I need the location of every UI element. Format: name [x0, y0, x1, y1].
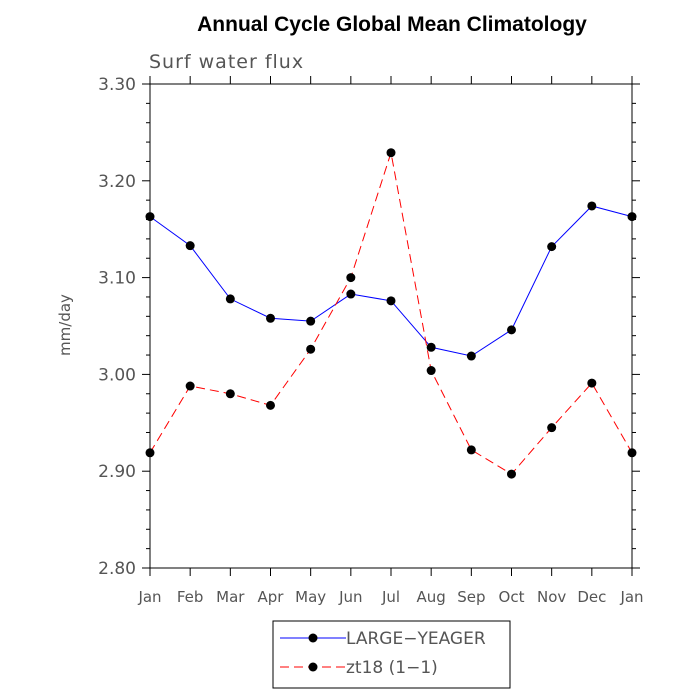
series-0-point — [306, 316, 316, 326]
legend-marker — [308, 662, 318, 672]
series-1-point — [145, 448, 155, 458]
series-0-point — [627, 212, 637, 222]
series-1-point — [386, 148, 396, 158]
x-tick-label: Feb — [177, 588, 204, 606]
chart-subtitle: Surf water flux — [149, 51, 304, 73]
plot-area: 2.80 2.90 3.00 3.10 3.20 3.30 Jan Feb Mar Apr May J… — [98, 75, 643, 606]
series-0-point — [386, 296, 396, 306]
x-tick-label: Nov — [537, 588, 566, 606]
series-1-point — [225, 389, 235, 399]
series-0-point — [547, 242, 557, 252]
chart-title: Annual Cycle Global Mean Climatology — [197, 13, 587, 36]
series-line-0 — [149, 205, 633, 357]
x-tick-label: Jun — [338, 588, 362, 606]
legend: LARGE−YEAGER zt18 (1−1) — [272, 620, 511, 689]
series-0-point — [587, 201, 597, 211]
series-1-point — [346, 273, 356, 283]
x-tick-label: Jan — [137, 588, 161, 606]
legend-entry: zt18 (1−1) — [346, 658, 438, 678]
series-1-point — [266, 400, 275, 410]
series-0-point — [266, 313, 275, 323]
series-1-point — [547, 423, 557, 433]
x-tick-label: Aug — [417, 588, 446, 606]
series-1-point — [426, 366, 436, 376]
legend-marker — [308, 633, 318, 643]
y-tick-label: 3.20 — [98, 172, 136, 192]
y-tick-label: 3.00 — [98, 365, 136, 385]
y-tick-label: 3.10 — [98, 269, 136, 289]
x-tick-label: Oct — [499, 588, 525, 606]
legend-entry: LARGE−YEAGER — [346, 629, 486, 649]
series-0-point — [145, 212, 155, 222]
series-0-point — [466, 351, 476, 361]
y-tick-label: 3.30 — [98, 75, 136, 95]
x-tick-label: Mar — [216, 588, 245, 606]
series-1-point — [466, 445, 476, 455]
x-tick-label: Sep — [457, 588, 485, 606]
series-0-point — [185, 241, 195, 251]
series-1-point — [185, 381, 195, 391]
series-0-point — [225, 294, 235, 304]
y-tick-label: 2.80 — [98, 559, 136, 579]
series-1-point — [507, 469, 516, 479]
x-tick-label: May — [295, 588, 326, 606]
x-tick-label: Jan — [619, 588, 643, 606]
x-tick-label: Dec — [577, 588, 606, 606]
series-1-point — [306, 344, 316, 354]
x-tick-label: Jul — [381, 588, 400, 606]
series-0-point — [346, 289, 356, 299]
x-tick-label: Apr — [258, 588, 285, 606]
series-0-point — [507, 325, 516, 335]
series-line-1 — [149, 152, 633, 475]
y-axis-label: mm/day — [56, 294, 74, 356]
y-tick-label: 2.90 — [98, 462, 136, 482]
series-0-point — [426, 342, 436, 352]
series-1-point — [627, 448, 637, 458]
legend-box — [272, 620, 511, 689]
series-1-point — [587, 378, 597, 388]
